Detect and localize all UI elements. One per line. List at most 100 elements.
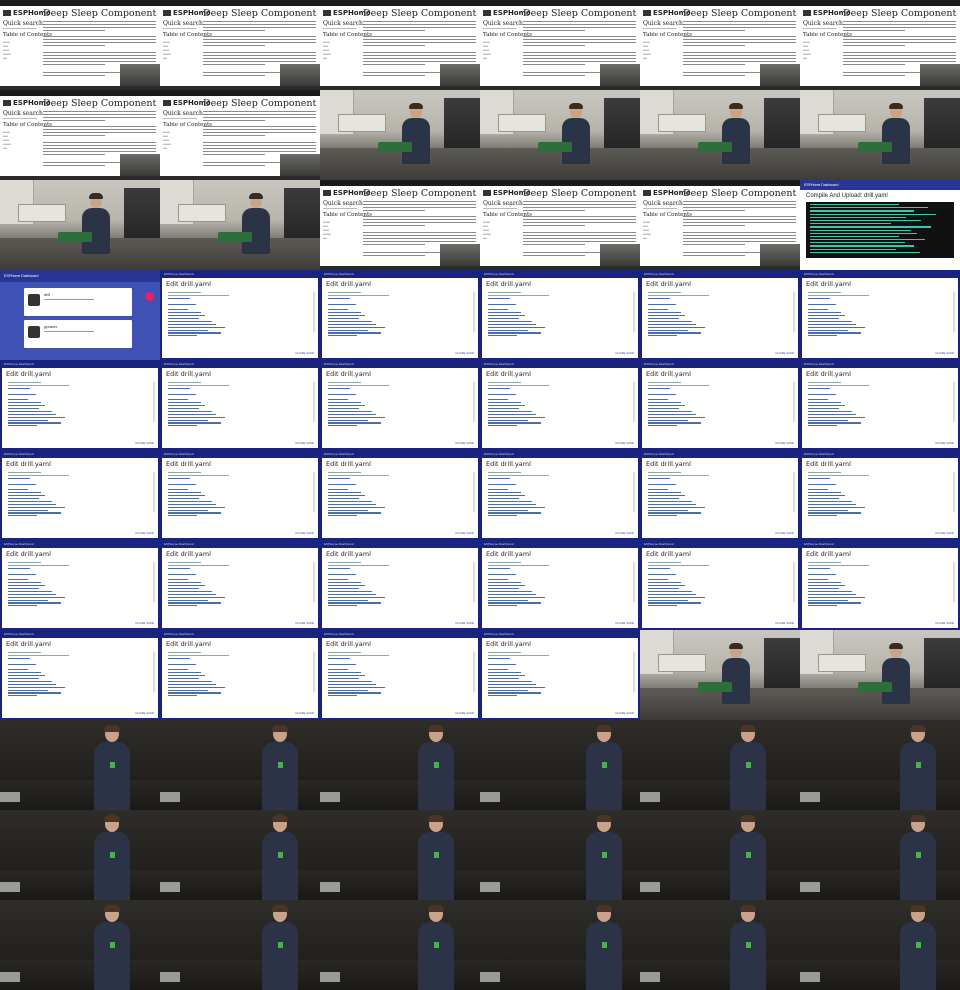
workbench: [640, 148, 800, 180]
code-lines[interactable]: [328, 292, 438, 338]
code-lines[interactable]: [808, 472, 918, 518]
scrollbar[interactable]: [953, 292, 955, 332]
quick-search-heading: Quick search: [163, 20, 203, 27]
editor-buttons[interactable]: CLOSE SAVE: [455, 711, 474, 715]
scrollbar[interactable]: [953, 562, 955, 602]
scrollbar[interactable]: [473, 292, 475, 332]
speaker: [260, 905, 300, 990]
editor-buttons[interactable]: CLOSE SAVE: [615, 531, 634, 535]
editor-buttons[interactable]: CLOSE SAVE: [935, 441, 954, 445]
scrollbar[interactable]: [313, 562, 315, 602]
app-header: ESPHome Dashboard: [0, 270, 160, 282]
editor-buttons[interactable]: CLOSE SAVE: [775, 441, 794, 445]
scrollbar[interactable]: [793, 292, 795, 332]
code-lines[interactable]: [328, 382, 438, 428]
code-lines[interactable]: [648, 562, 758, 608]
esphome-logo-icon: [483, 10, 491, 16]
editor-buttons[interactable]: CLOSE SAVE: [135, 711, 154, 715]
editor-buttons[interactable]: CLOSE SAVE: [935, 621, 954, 625]
editor-buttons[interactable]: CLOSE SAVE: [295, 441, 314, 445]
scrollbar[interactable]: [153, 652, 155, 692]
scrollbar[interactable]: [473, 382, 475, 422]
code-lines[interactable]: [168, 472, 278, 518]
scrollbar[interactable]: [473, 472, 475, 512]
editor-buttons[interactable]: CLOSE SAVE: [615, 711, 634, 715]
editor-buttons[interactable]: CLOSE SAVE: [615, 351, 634, 355]
editor-buttons[interactable]: CLOSE SAVE: [135, 531, 154, 535]
editor-buttons[interactable]: CLOSE SAVE: [615, 621, 634, 625]
scrollbar[interactable]: [633, 292, 635, 332]
device-card[interactable]: drill: [24, 288, 132, 316]
code-lines[interactable]: [648, 382, 758, 428]
code-lines[interactable]: [808, 382, 918, 428]
code-lines[interactable]: [168, 382, 278, 428]
code-lines[interactable]: [328, 472, 438, 518]
editor-title: Edit drill.yaml: [486, 460, 531, 468]
code-lines[interactable]: [648, 292, 758, 338]
code-lines[interactable]: [8, 382, 118, 428]
editor-buttons[interactable]: CLOSE SAVE: [615, 441, 634, 445]
scrollbar[interactable]: [473, 562, 475, 602]
taskbar: [320, 86, 480, 90]
scrollbar[interactable]: [633, 382, 635, 422]
editor-buttons[interactable]: CLOSE SAVE: [295, 531, 314, 535]
code-lines[interactable]: [488, 292, 598, 338]
scrollbar[interactable]: [153, 382, 155, 422]
tile-speaker-footage-59: [640, 810, 800, 900]
editor-buttons[interactable]: CLOSE SAVE: [775, 531, 794, 535]
code-lines[interactable]: [8, 652, 118, 698]
editor-buttons[interactable]: CLOSE SAVE: [455, 441, 474, 445]
scrollbar[interactable]: [633, 562, 635, 602]
editor-buttons[interactable]: CLOSE SAVE: [455, 351, 474, 355]
code-lines[interactable]: [8, 562, 118, 608]
taskbar: [640, 266, 800, 270]
editor-buttons[interactable]: CLOSE SAVE: [775, 351, 794, 355]
circuit-board: [58, 232, 92, 242]
scrollbar[interactable]: [793, 472, 795, 512]
editor-title: Edit drill.yaml: [6, 460, 51, 468]
editor-buttons[interactable]: CLOSE SAVE: [775, 621, 794, 625]
scrollbar[interactable]: [473, 652, 475, 692]
editor-buttons[interactable]: CLOSE SAVE: [455, 621, 474, 625]
scrollbar[interactable]: [313, 382, 315, 422]
code-lines[interactable]: [808, 562, 918, 608]
scrollbar[interactable]: [633, 472, 635, 512]
code-lines[interactable]: [328, 562, 438, 608]
scrollbar[interactable]: [793, 562, 795, 602]
code-lines[interactable]: [8, 472, 118, 518]
scrollbar[interactable]: [633, 652, 635, 692]
scrollbar[interactable]: [953, 472, 955, 512]
editor-buttons[interactable]: CLOSE SAVE: [295, 351, 314, 355]
editor-buttons[interactable]: CLOSE SAVE: [295, 711, 314, 715]
code-lines[interactable]: [168, 652, 278, 698]
editor-buttons[interactable]: CLOSE SAVE: [935, 351, 954, 355]
editor-buttons[interactable]: CLOSE SAVE: [135, 621, 154, 625]
code-lines[interactable]: [488, 652, 598, 698]
scrollbar[interactable]: [313, 652, 315, 692]
editor-buttons[interactable]: CLOSE SAVE: [935, 531, 954, 535]
code-lines[interactable]: [328, 652, 438, 698]
speaker: [728, 905, 768, 990]
code-lines[interactable]: [648, 472, 758, 518]
speaker: [728, 725, 768, 810]
editor-buttons[interactable]: CLOSE SAVE: [135, 441, 154, 445]
scrollbar[interactable]: [313, 472, 315, 512]
scrollbar[interactable]: [793, 382, 795, 422]
code-lines[interactable]: [168, 292, 278, 338]
scrollbar[interactable]: [313, 292, 315, 332]
code-lines[interactable]: [168, 562, 278, 608]
scrollbar[interactable]: [153, 562, 155, 602]
tile-yaml-editor-20: ESPHome Dashboard Edit drill.yaml CLOSE …: [160, 270, 320, 360]
speaker: [416, 905, 456, 990]
add-device-button[interactable]: [145, 292, 154, 301]
device-card[interactable]: ppower: [24, 320, 132, 348]
scrollbar[interactable]: [153, 472, 155, 512]
editor-buttons[interactable]: CLOSE SAVE: [295, 621, 314, 625]
code-lines[interactable]: [808, 292, 918, 338]
code-lines[interactable]: [488, 472, 598, 518]
tile-speaker-footage-60: [800, 810, 960, 900]
code-lines[interactable]: [488, 562, 598, 608]
scrollbar[interactable]: [953, 382, 955, 422]
editor-buttons[interactable]: CLOSE SAVE: [455, 531, 474, 535]
code-lines[interactable]: [488, 382, 598, 428]
